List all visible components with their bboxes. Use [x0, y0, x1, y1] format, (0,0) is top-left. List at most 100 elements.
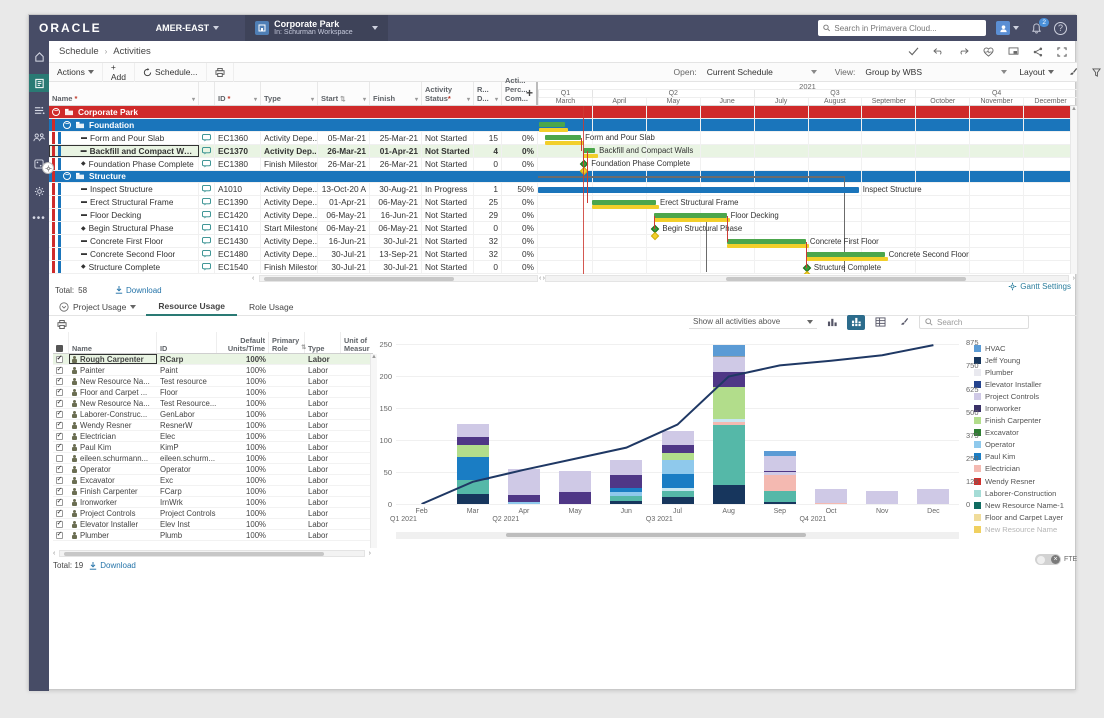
bar-segment[interactable] [661, 453, 694, 460]
check-icon[interactable] [908, 47, 919, 56]
gantt-bar[interactable] [591, 199, 657, 205]
chart-scope-select[interactable]: Show all activities above [689, 315, 817, 329]
sidebar-item-settings[interactable] [29, 182, 49, 200]
resource-row[interactable]: ✓ Rough Carpenter RCarp 100% Labor [53, 354, 373, 365]
format-brush-icon[interactable] [1069, 67, 1078, 77]
bar-segment[interactable] [661, 473, 694, 488]
redo-icon[interactable] [958, 47, 969, 56]
discussion-icon[interactable] [202, 146, 211, 155]
resource-checkbox[interactable]: ✓ [56, 465, 63, 473]
resource-row[interactable]: ✓ Paul Kim KimP 100% Labor [53, 442, 373, 453]
resource-row[interactable]: ✓ Finish Carpenter FCarp 100% Labor [53, 486, 373, 497]
org-menu[interactable]: AMER-EAST [156, 23, 220, 33]
resource-row[interactable]: ✓ Project Controls Project Controls 100% Lab… [53, 508, 373, 519]
legend-item[interactable]: Finish Carpenter [974, 415, 1077, 427]
filter-caret-icon[interactable]: ▾ [191, 97, 195, 103]
resource-row[interactable]: ✓ New Resource Na... Test Resource... 100% L… [53, 398, 373, 409]
resource-checkbox[interactable]: ✓ [56, 377, 63, 385]
bar-segment[interactable] [712, 386, 745, 420]
legend-item[interactable]: New Resource Name-1 [974, 499, 1077, 511]
bar-segment[interactable] [661, 487, 694, 491]
add-button[interactable]: + Add [103, 62, 135, 82]
resource-checkbox[interactable]: ✓ [56, 509, 63, 517]
filter-caret-icon[interactable]: ▾ [494, 97, 498, 103]
discussion-icon[interactable] [202, 211, 211, 219]
bar-segment[interactable] [815, 502, 848, 504]
bar-segment[interactable] [712, 419, 745, 422]
resource-row[interactable]: eileen.schurmann... eileen.schurm... 100% L… [53, 453, 373, 464]
share-icon[interactable] [1033, 47, 1043, 57]
bar-segment[interactable] [661, 445, 694, 454]
resource-checkbox[interactable]: ✓ [56, 399, 63, 407]
filter-caret-icon[interactable]: ▾ [466, 97, 470, 103]
legend-item[interactable]: Wendy Resner [974, 475, 1077, 487]
bar-segment[interactable] [712, 357, 745, 372]
discussion-icon[interactable] [202, 237, 211, 245]
bar-segment[interactable] [815, 489, 848, 503]
gantt-bar[interactable] [654, 212, 727, 218]
bar-segment[interactable] [456, 494, 489, 504]
bar-chart-icon[interactable] [823, 315, 841, 330]
sidebar-item-more[interactable]: ••• [32, 212, 46, 224]
bar-segment[interactable] [763, 471, 796, 475]
resource-checkbox[interactable]: ✓ [56, 432, 63, 440]
gantt-bar[interactable] [726, 238, 806, 244]
resource-hscrollbar[interactable]: ‹ › [53, 550, 371, 557]
resource-row[interactable]: ✓ Excavator Exc 100% Labor [53, 475, 373, 486]
legend-item[interactable]: Ironworker [974, 402, 1077, 414]
activity-row[interactable]: ◆ Foundation Phase Complete EC1380 Finish M… [49, 157, 1077, 171]
legend-item[interactable]: Elevator Installer [974, 378, 1077, 390]
legend-item[interactable]: Jeff Young [974, 354, 1077, 366]
resource-checkbox[interactable]: ✓ [56, 498, 63, 506]
resource-vscrollbar[interactable]: ▲ [370, 354, 377, 548]
resource-row[interactable]: ✓ New Resource Na... Test resource 100% Labo… [53, 376, 373, 387]
bar-segment[interactable] [610, 474, 643, 488]
gantt-bar[interactable] [538, 187, 859, 194]
activity-row[interactable]: ▬ Concrete Second Floor EC1480 Activity Dep… [49, 247, 1077, 261]
layout-button[interactable]: Layout [1011, 63, 1062, 82]
activity-row[interactable]: ▬ Inspect Structure A1010 Activity Depe... 1… [49, 183, 1077, 197]
bar-segment[interactable] [763, 455, 796, 472]
filter-caret-icon[interactable]: ▾ [414, 97, 418, 103]
chart-search[interactable]: Search [919, 315, 1029, 329]
bar-segment[interactable] [610, 492, 643, 496]
resource-checkbox[interactable]: ✓ [56, 410, 63, 418]
project-switcher[interactable]: Corporate Park In: Schurman Workspace [245, 15, 388, 41]
legend-item[interactable]: Operator [974, 439, 1077, 451]
sort-icon[interactable]: ⇅ [301, 344, 307, 351]
add-column-icon[interactable]: + [526, 86, 534, 100]
gantt-chart[interactable]: Form and Pour Slab Backfill and Compact W… [538, 106, 1077, 274]
activity-row[interactable]: − Corporate Park [49, 106, 1077, 119]
activities-vscrollbar[interactable]: ▲ [1070, 106, 1077, 274]
select-all-checkbox[interactable] [56, 345, 63, 352]
download-link[interactable]: Download [89, 561, 136, 570]
bar-segment[interactable] [712, 421, 745, 426]
sort-icon[interactable]: ⇅ [340, 96, 346, 103]
resource-row[interactable]: ✓ Operator Operator 100% Labor [53, 464, 373, 475]
bar-segment[interactable] [507, 502, 540, 504]
bar-segment[interactable] [712, 484, 745, 504]
resource-checkbox[interactable] [56, 454, 63, 462]
bar-segment[interactable] [559, 470, 592, 492]
chart-hscrollbar[interactable] [396, 532, 959, 539]
bar-segment[interactable] [712, 371, 745, 387]
bar-segment[interactable] [763, 474, 796, 491]
resource-row[interactable]: ✓ Painter Paint 100% Labor [53, 365, 373, 376]
activities-hscrollbar[interactable]: ‹ › [252, 275, 545, 282]
bar-segment[interactable] [610, 501, 643, 504]
gantt-bar[interactable] [805, 251, 885, 257]
table-view-icon[interactable] [871, 315, 889, 330]
resource-row[interactable]: ✓ Floor and Carpet ... Floor 100% Labor [53, 387, 373, 398]
bar-segment[interactable] [610, 487, 643, 493]
monitor-icon[interactable] [1008, 47, 1019, 56]
resource-print-button[interactable] [49, 316, 389, 332]
legend-item[interactable]: Plumber [974, 366, 1077, 378]
resource-checkbox[interactable]: ✓ [56, 476, 63, 484]
resource-checkbox[interactable]: ✓ [56, 531, 63, 539]
fullscreen-icon[interactable] [1057, 46, 1067, 57]
gantt-bar[interactable] [583, 148, 596, 154]
bar-segment[interactable] [456, 457, 489, 481]
bar-segment[interactable] [661, 490, 694, 497]
resource-checkbox[interactable]: ✓ [56, 443, 63, 451]
legend-item[interactable]: Floor and Carpet Layer [974, 511, 1077, 523]
